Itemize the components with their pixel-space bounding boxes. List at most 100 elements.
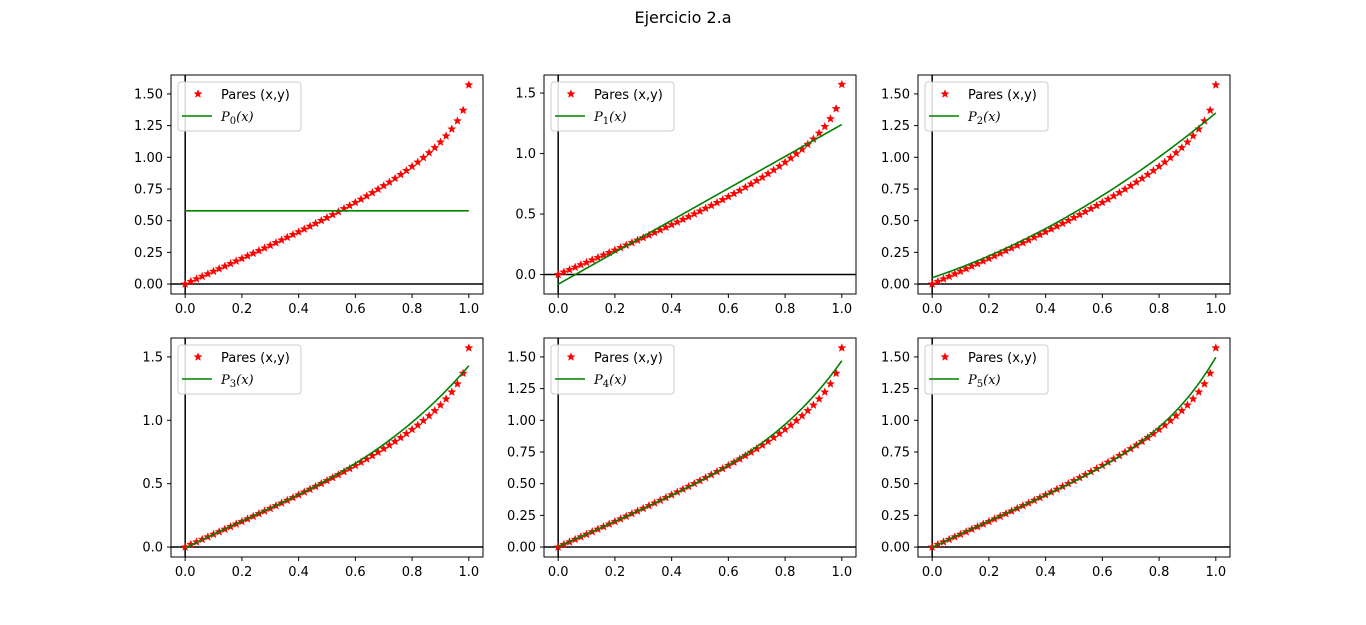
x-tick-label: 0.2 (979, 565, 1000, 580)
data-point (384, 440, 394, 450)
data-point (746, 447, 756, 457)
data-point (735, 185, 745, 195)
data-point (1075, 209, 1085, 219)
legend: Pares (x,y) P3(x) (177, 344, 302, 395)
y-tick-label: 0.50 (134, 214, 163, 229)
legend-frame (924, 344, 1049, 395)
data-point (350, 197, 360, 207)
data-point (305, 221, 315, 231)
x-tick-label: 0.8 (1149, 565, 1170, 580)
data-point (1177, 405, 1187, 415)
data-point (582, 257, 592, 267)
data-point (1103, 194, 1113, 204)
x-tick-label: 0.4 (661, 302, 682, 317)
subplot-3: 0.0 0.2 0.4 0.6 0.8 1.0 0.0 0.5 1.0 1.5 Pares (x,y… (142, 337, 484, 580)
y-tick-label: 1.0 (515, 147, 536, 162)
data-point (1143, 169, 1153, 179)
data-point (231, 256, 241, 265)
data-point (570, 262, 580, 272)
data-point (604, 247, 614, 257)
y-tick-label: 1.25 (881, 119, 910, 134)
subplot-0: 0.0 0.2 0.4 0.6 0.8 1.0 0.00 0.25 0.50 0.75 1.00 1.… (134, 74, 484, 317)
data-point (435, 400, 445, 409)
y-tick-label: 1.50 (881, 350, 910, 365)
legend-frame (177, 81, 302, 132)
data-point (757, 440, 767, 450)
legend-star-marker (566, 352, 576, 361)
polynomial-line (184, 365, 470, 550)
data-point (780, 157, 790, 167)
x-tick-label: 0.2 (605, 565, 626, 580)
x-tick-label: 0.8 (1149, 302, 1170, 317)
y-tick-label: 1.00 (507, 414, 536, 429)
y-tick-label: 0.00 (881, 278, 910, 293)
data-point (248, 248, 258, 258)
data-point (1165, 152, 1175, 162)
x-tick-label: 0.0 (548, 565, 569, 580)
data-point (294, 227, 304, 236)
data-point (837, 343, 847, 352)
legend: Pares (x,y) P4(x) (550, 344, 675, 395)
legend-label-points: Pares (x,y) (968, 351, 1037, 366)
data-point (956, 266, 966, 276)
figure-title: Ejercicio 2.a (634, 8, 732, 27)
data-point (672, 217, 682, 226)
data-point (401, 165, 411, 175)
data-point (277, 235, 287, 244)
data-point (814, 394, 824, 403)
legend-star-marker (940, 352, 950, 361)
data-point (1205, 105, 1215, 115)
data-point (746, 179, 756, 188)
y-tick-label: 0.0 (515, 268, 536, 283)
x-tick-label: 0.6 (345, 565, 366, 580)
x-tick-label: 0.8 (402, 565, 423, 580)
y-tick-label: 1.00 (134, 151, 163, 166)
legend-frame (550, 81, 675, 132)
data-point (265, 240, 275, 250)
data-point (396, 169, 406, 179)
data-point (390, 173, 400, 183)
y-tick-label: 0.50 (881, 214, 910, 229)
legend-star-marker (566, 89, 576, 98)
data-point (723, 191, 733, 201)
data-point (587, 255, 597, 264)
data-point (413, 420, 423, 430)
data-point (441, 394, 451, 403)
y-tick-label: 0.00 (881, 541, 910, 556)
data-point (667, 220, 677, 229)
plot-area (544, 338, 856, 557)
data-point (752, 175, 762, 185)
data-point (1211, 80, 1221, 89)
data-point (757, 172, 767, 182)
x-tick-label: 0.2 (605, 302, 626, 317)
data-point (1086, 203, 1096, 213)
y-tick-label: 1.00 (881, 414, 910, 429)
data-point (1109, 191, 1119, 200)
x-tick-label: 0.2 (979, 302, 1000, 317)
data-point (191, 274, 202, 283)
data-point (396, 432, 406, 442)
data-point (243, 251, 253, 260)
x-tick-label: 1.0 (831, 565, 852, 580)
data-point (226, 258, 236, 268)
data-point (441, 131, 451, 140)
data-point (1137, 173, 1147, 183)
polynomial-line (557, 360, 843, 548)
data-point (424, 411, 434, 420)
axes-frame (170, 74, 484, 295)
data-point (197, 271, 207, 281)
data-point (1069, 212, 1079, 222)
legend-label-polynomial: P4(x) (593, 373, 627, 390)
data-point (237, 253, 247, 263)
data-point (820, 121, 830, 131)
x-tick-label: 1.0 (831, 302, 852, 317)
x-tick-label: 0.4 (288, 565, 309, 580)
data-point (186, 276, 196, 286)
data-point (311, 218, 321, 228)
y-tick-label: 1.0 (142, 414, 163, 429)
legend-label-polynomial: P3(x) (220, 373, 254, 390)
data-point (407, 161, 417, 171)
data-point (1194, 124, 1204, 133)
